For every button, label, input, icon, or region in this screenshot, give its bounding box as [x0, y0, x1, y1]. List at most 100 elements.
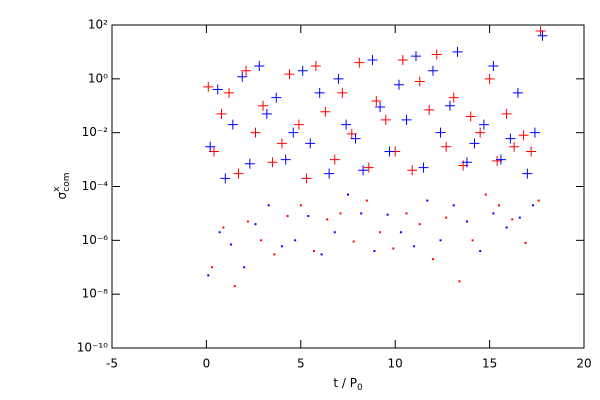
plus-marker: [427, 65, 438, 76]
dot-marker: [218, 231, 221, 234]
plus-marker: [465, 111, 476, 122]
plus-marker: [461, 157, 472, 168]
y-tick-label: 10⁰: [88, 71, 108, 85]
plus-marker: [254, 60, 265, 71]
plus-marker: [216, 108, 227, 119]
plus-marker: [526, 146, 537, 157]
x-tick-label: 15: [482, 357, 497, 371]
dot-marker: [352, 240, 355, 243]
y-label-sup: x: [52, 186, 62, 192]
dot-marker: [211, 266, 214, 269]
plus-marker: [297, 65, 308, 76]
dot-marker: [339, 212, 342, 215]
dot-marker: [365, 199, 368, 202]
dot-marker: [313, 250, 316, 253]
dot-marker: [524, 241, 527, 244]
plus-marker: [310, 60, 321, 71]
plus-marker: [397, 55, 408, 66]
plus-marker: [305, 138, 316, 149]
plus-marker: [267, 157, 278, 168]
dot-marker: [399, 231, 402, 234]
dot-marker: [273, 253, 276, 256]
dot-marker: [333, 231, 336, 234]
x-tick-label: 10: [388, 357, 403, 371]
plus-marker: [424, 104, 435, 115]
plus-marker: [441, 141, 452, 152]
plus-marker: [407, 165, 418, 176]
y-label-base: σ: [55, 192, 69, 200]
plus-marker: [227, 119, 238, 130]
plus-marker: [484, 73, 495, 84]
plus-marker: [350, 133, 361, 144]
dot-marker: [518, 216, 521, 219]
dot-marker: [373, 250, 376, 253]
plus-marker: [448, 92, 459, 103]
plus-marker: [358, 165, 369, 176]
dot-marker: [294, 239, 297, 242]
plus-marker: [444, 100, 455, 111]
plus-marker: [512, 87, 523, 98]
dot-marker: [229, 243, 232, 246]
dot-marker: [246, 220, 249, 223]
x-label-base: t / P: [333, 376, 357, 390]
plus-marker: [363, 162, 374, 173]
dot-marker: [431, 258, 434, 261]
plus-marker: [271, 92, 282, 103]
plus-marker: [329, 154, 340, 165]
x-tick-label: 20: [576, 357, 591, 371]
plus-marker: [367, 55, 378, 66]
dot-marker: [254, 223, 257, 226]
x-label-sub: 0: [357, 383, 363, 393]
plus-marker: [522, 168, 533, 179]
dot-marker: [233, 285, 236, 288]
y-tick-label: 10⁻⁴: [82, 179, 109, 193]
dot-marker: [426, 199, 429, 202]
plus-marker: [354, 57, 365, 68]
plus-marker: [435, 127, 446, 138]
plus-marker: [371, 96, 382, 107]
plus-marker: [261, 108, 272, 119]
dot-marker: [392, 247, 395, 250]
plus-marker: [203, 81, 214, 92]
y-tick-label: 10²: [88, 18, 108, 32]
plus-marker: [469, 138, 480, 149]
plus-marker: [320, 106, 331, 117]
plus-marker: [495, 154, 506, 165]
dot-marker: [386, 213, 389, 216]
dot-marker: [360, 212, 363, 215]
plus-marker: [535, 25, 546, 36]
x-tick-label: 5: [297, 357, 305, 371]
plus-marker: [414, 76, 425, 87]
dot-marker: [445, 216, 448, 219]
plus-marker: [241, 65, 252, 76]
y-tick-label: 10⁻⁶: [82, 233, 109, 247]
y-tick-label: 10⁻²: [82, 125, 109, 139]
dot-marker: [222, 226, 225, 229]
dot-marker: [207, 274, 210, 277]
plus-marker: [537, 30, 548, 41]
dot-marker: [280, 245, 283, 248]
dot-marker: [484, 193, 487, 196]
x-axis-label: t / P0: [333, 376, 363, 393]
plus-marker: [380, 114, 391, 125]
plus-marker: [284, 69, 295, 80]
plus-marker: [337, 87, 348, 98]
plus-marker: [488, 60, 499, 71]
plus-marker: [505, 133, 516, 144]
dot-marker: [498, 204, 501, 207]
plus-marker: [375, 101, 386, 112]
dot-marker: [326, 218, 329, 221]
plus-marker: [475, 127, 486, 138]
dot-marker: [243, 266, 246, 269]
dot-marker: [452, 204, 455, 207]
x-tick-label: -5: [106, 357, 118, 371]
x-tick-label: 0: [203, 357, 211, 371]
plus-marker: [258, 100, 269, 111]
plus-marker: [452, 46, 463, 57]
dot-marker: [439, 239, 442, 242]
plus-marker: [250, 127, 261, 138]
dot-marker: [537, 199, 540, 202]
dot-marker: [405, 212, 408, 215]
plus-marker: [478, 119, 489, 130]
